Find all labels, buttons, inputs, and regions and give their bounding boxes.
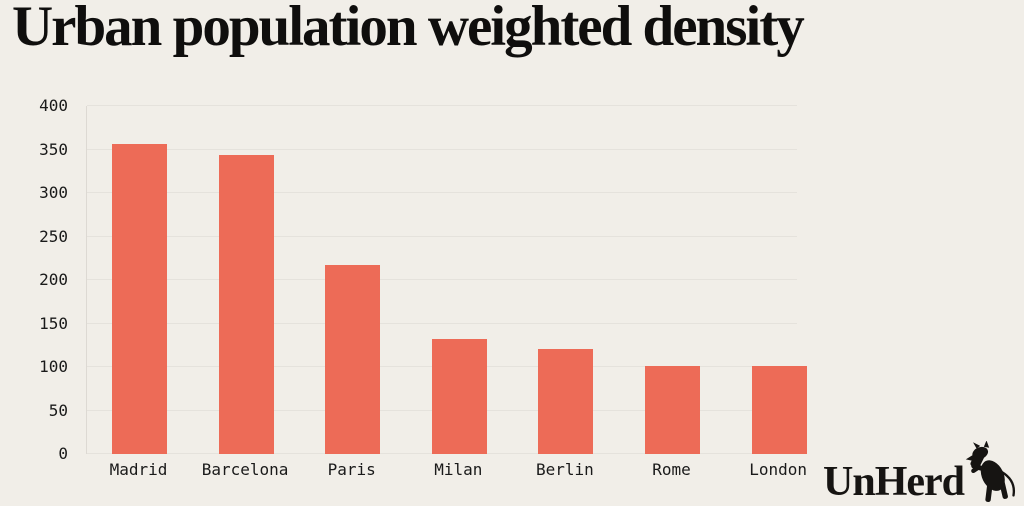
gridline [87,235,797,237]
bar-berlin [538,348,594,454]
brand-wordmark: UnHerd [823,459,965,505]
gridline [87,279,797,280]
plot-area [86,105,807,454]
gridline [87,322,797,324]
x-axis: Madrid Barcelona Paris Milan Berlin Rome Londo… [86,460,846,484]
y-tick-label: 400 [39,96,68,115]
x-tick-label: Berlin [535,460,594,479]
y-tick-label: 350 [39,139,68,159]
bar-london [751,366,807,454]
y-tick-label: 100 [39,357,68,376]
y-tick-label: 150 [39,313,68,333]
y-tick-label: 0 [58,444,68,463]
y-tick-label: 50 [48,400,68,420]
bar-milan [431,339,487,454]
x-tick-label: Milan [434,460,483,479]
y-tick-label: 250 [39,226,68,246]
gridline [87,192,797,193]
y-tick-label: 300 [39,183,68,202]
chart-title: Urban population weighted density [12,0,805,58]
x-tick-label: Barcelona [201,460,289,479]
bar-madrid [112,144,167,454]
bar-rome [645,366,700,454]
bar-barcelona [218,154,274,454]
rearing-cow-icon [965,441,1016,502]
x-tick-label: Paris [327,460,376,479]
y-tick-label: 200 [39,270,68,289]
gridline [87,148,797,150]
x-tick-label: London [749,460,807,479]
y-axis: 0 50 100 150 200 250 300 350 400 [0,96,68,463]
x-tick-label: Madrid [109,460,168,479]
gridline [87,105,797,106]
brand-logo: UnHerd [823,441,1018,504]
bar-paris [325,265,381,454]
x-tick-label: Rome [652,460,691,479]
